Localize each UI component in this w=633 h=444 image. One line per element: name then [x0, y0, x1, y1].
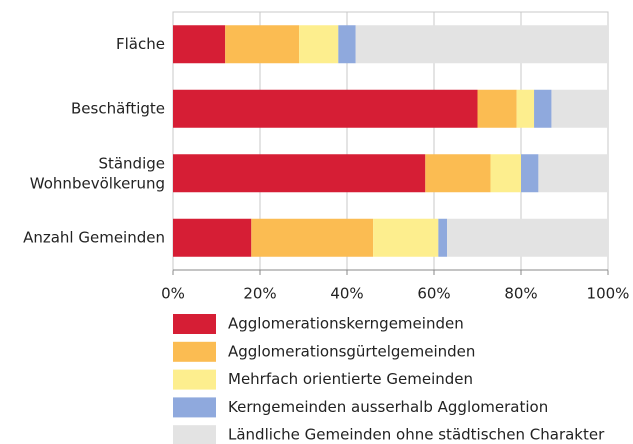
- legend-label: Mehrfach orientierte Gemeinden: [228, 370, 473, 388]
- bar-segment: [299, 25, 339, 64]
- bar-segment: [173, 89, 478, 128]
- y-tick-label: Fläche: [116, 35, 165, 53]
- bar-segment: [338, 25, 356, 64]
- legend-swatch: [173, 341, 216, 362]
- bar-segment: [173, 218, 252, 257]
- bar-segment: [173, 154, 426, 193]
- bar-segment: [373, 218, 439, 257]
- bar-segment: [225, 25, 300, 64]
- bar-segment: [516, 89, 535, 128]
- bar-segment: [355, 25, 608, 64]
- legend-swatch: [173, 314, 216, 334]
- legend-label: Agglomerationskerngemeinden: [228, 315, 464, 333]
- x-tick-label: 100%: [587, 285, 630, 303]
- bar-segment: [534, 89, 552, 128]
- bar-segment: [521, 154, 539, 193]
- bar-segment: [447, 218, 608, 257]
- y-tick-label: Beschäftigte: [71, 99, 165, 117]
- bar-segment: [490, 154, 521, 193]
- x-tick-label: 80%: [504, 285, 537, 303]
- legend-label: Ländliche Gemeinden ohne städtischen Cha…: [228, 426, 605, 444]
- x-tick-label: 20%: [243, 285, 276, 303]
- x-tick-label: 60%: [417, 285, 450, 303]
- legend-swatch: [173, 425, 216, 444]
- bar-segment: [173, 25, 226, 64]
- y-tick-label: Ständige Wohnbevölkerung: [30, 154, 165, 192]
- legend-swatch: [173, 369, 216, 390]
- bar-segment: [251, 218, 374, 257]
- bar-segment: [538, 154, 608, 193]
- legend-label: Kerngemeinden ausserhalb Agglomeration: [228, 398, 548, 416]
- x-tick-label: 0%: [161, 285, 185, 303]
- bar-segment: [425, 154, 491, 193]
- x-tick-label: 40%: [330, 285, 363, 303]
- y-tick-label: Anzahl Gemeinden: [23, 228, 165, 246]
- legend-swatch: [173, 397, 216, 418]
- bar-segment: [438, 218, 448, 257]
- bar-segment: [551, 89, 608, 128]
- bar-segment: [477, 89, 517, 128]
- legend-label: Agglomerationsgürtelgemeinden: [228, 342, 475, 360]
